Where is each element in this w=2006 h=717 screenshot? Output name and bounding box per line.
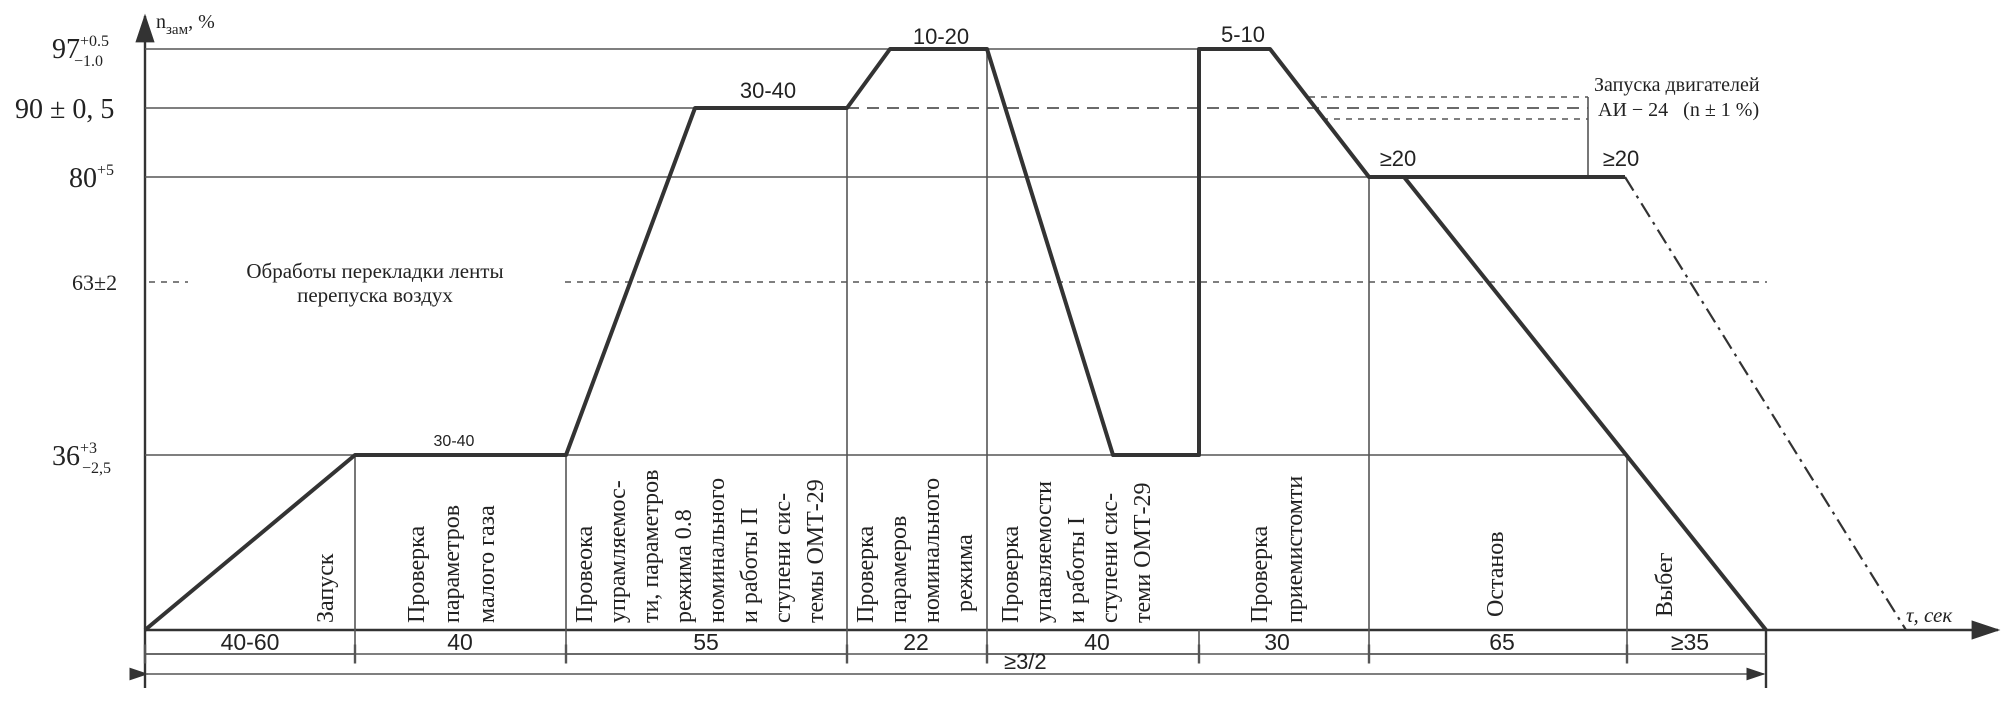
duration-label: 55	[693, 629, 719, 655]
duration-label: 30	[1264, 629, 1290, 655]
total-duration-label: ≥3/2	[1004, 649, 1047, 674]
plateau-label-idle: 30-40	[434, 433, 475, 450]
phase-label: Проверка	[1247, 526, 1273, 623]
ai24-note-line1: Запуска двигателей	[1594, 74, 1760, 96]
phase-label: Запуск	[313, 553, 339, 623]
level-label-63: 63±2	[72, 270, 117, 295]
phase-label: ступени сис-	[1097, 493, 1123, 623]
coastdown-dashdot-line	[1624, 176, 1907, 631]
phase-boundaries	[354, 49, 1768, 688]
phase-durations: 40-60 40 55 22 40 30 65 ≥35	[221, 629, 1710, 655]
phase-label: упрамляемос-	[605, 480, 631, 623]
bypass-note-line1: Обработы перекладки ленты	[246, 259, 503, 283]
phase-label: и работы П	[737, 508, 763, 623]
duration-label: 40	[1084, 629, 1110, 655]
phase-label: приемистомти	[1282, 476, 1308, 623]
phase-label: ти, параметров	[638, 470, 664, 623]
ai24-note-line2: АИ − 24 (n ± 1 %)	[1598, 99, 1759, 121]
level-label-80: 80+5	[69, 162, 114, 194]
phase-descriptions: Запуск Проверка параметров малого газа П…	[313, 470, 1678, 623]
phase-label: режима	[952, 534, 978, 612]
phase-label: теми ОМТ-29	[1130, 483, 1156, 624]
plateau-label-80-first: ≥20	[1380, 146, 1417, 171]
phase-label: и работы I	[1064, 517, 1090, 623]
phase-label: Проверка	[853, 526, 879, 623]
bypass-note-line2: перепуска воздух	[297, 283, 453, 307]
speed-profile-line	[143, 47, 1768, 632]
phase-label: Проверка	[404, 526, 430, 623]
phase-label: Выбег	[1652, 552, 1678, 617]
phase-label: режима 0.8	[671, 509, 697, 623]
phase-label: номинального	[919, 478, 945, 623]
duration-label: 40	[447, 629, 473, 655]
phase-label: ступени сис-	[770, 493, 796, 623]
phase-label: малого газа	[474, 505, 500, 623]
phase-label: парамеров	[886, 516, 912, 623]
level-label-36: 36+3 −2,5	[52, 440, 111, 477]
phase-label: параметров	[439, 505, 465, 623]
level-label-90: 90 ± 0, 5	[15, 94, 114, 125]
level-label-97: 97+0.5 −1.0	[52, 33, 109, 70]
y-axis-label: nзам, %	[156, 11, 215, 38]
phase-label: Провеока	[572, 526, 598, 623]
phase-label: Проверка	[998, 526, 1024, 623]
plateau-label-90: 30-40	[740, 78, 796, 103]
duration-label: 22	[903, 629, 929, 655]
plateau-label-80-second: ≥20	[1603, 146, 1640, 171]
phase-label: темы ОМТ-29	[803, 479, 829, 623]
duration-label: 40-60	[221, 629, 280, 655]
duration-label: ≥35	[1671, 629, 1709, 655]
phase-label: Останов	[1483, 531, 1509, 617]
phase-label: номинального	[704, 478, 730, 623]
plateau-label-97-first: 10-20	[913, 24, 969, 49]
phase-label: упавляемости	[1031, 481, 1057, 623]
duration-label: 65	[1489, 629, 1515, 655]
x-axis-label: τ, сек	[1906, 603, 1952, 627]
plateau-label-97-second: 5-10	[1221, 22, 1265, 47]
